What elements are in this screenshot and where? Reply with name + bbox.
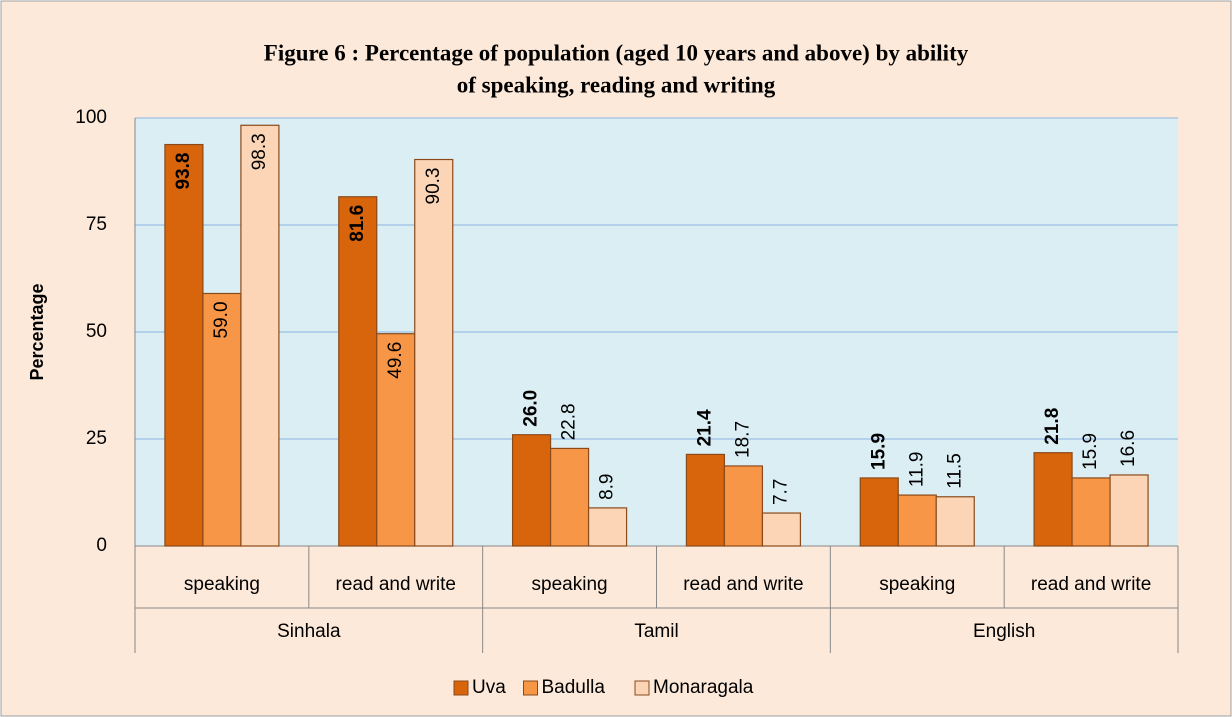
y-tick-label: 100	[75, 107, 107, 128]
group-label: English	[973, 621, 1035, 642]
bar	[935, 496, 975, 547]
data-label: 21.8	[1042, 408, 1063, 445]
bar	[511, 434, 552, 547]
data-label: 81.6	[347, 205, 368, 242]
bar	[414, 158, 454, 547]
bar	[859, 477, 899, 547]
x-tick-label: read and write	[683, 574, 803, 595]
data-label: 59.0	[211, 301, 232, 338]
group-label: Tamil	[634, 621, 678, 642]
data-label: 11.9	[906, 451, 927, 487]
y-axis-label: Percentage	[27, 283, 47, 380]
bar	[202, 292, 242, 547]
y-tick-label: 25	[86, 428, 107, 449]
data-label: 93.8	[173, 153, 194, 190]
bar	[240, 124, 280, 547]
y-tick-label: 0	[96, 535, 107, 556]
bar	[685, 453, 726, 547]
x-tick-label: speaking	[879, 574, 955, 595]
chart-title: of speaking, reading and writing	[457, 72, 776, 97]
data-label: 18.7	[732, 421, 753, 458]
bar	[1109, 474, 1149, 547]
x-tick-label: read and write	[1031, 574, 1151, 595]
data-label: 21.4	[694, 409, 715, 446]
legend-label: Monaragala	[653, 677, 754, 698]
legend-label: Badulla	[542, 677, 606, 698]
group-label: Sinhala	[277, 621, 341, 642]
y-tick-label: 50	[86, 321, 107, 342]
bar	[897, 494, 937, 547]
bar	[1033, 452, 1073, 547]
data-label: 90.3	[423, 168, 444, 205]
bar	[587, 507, 628, 547]
legend-label: Uva	[472, 677, 506, 698]
chart-title: Figure 6 : Percentage of population (age…	[264, 40, 969, 65]
bar	[164, 143, 204, 547]
bar	[723, 465, 764, 547]
legend-swatch	[453, 680, 469, 696]
legend-swatch	[634, 680, 650, 696]
x-tick-label: speaking	[184, 574, 260, 595]
data-label: 8.9	[597, 473, 618, 499]
data-label: 11.5	[944, 453, 965, 489]
bar	[761, 512, 802, 547]
bar	[1071, 477, 1111, 547]
bar	[338, 196, 378, 547]
data-label: 16.6	[1118, 430, 1139, 467]
data-label: 7.7	[770, 479, 791, 505]
data-label: 26.0	[521, 390, 542, 427]
y-tick-label: 75	[86, 214, 107, 235]
data-label: 15.9	[1080, 433, 1101, 470]
data-label: 49.6	[385, 342, 406, 379]
bar	[376, 333, 416, 547]
x-tick-label: read and write	[336, 574, 456, 595]
data-label: 22.8	[559, 403, 580, 440]
data-label: 98.3	[249, 133, 270, 170]
bar	[549, 447, 590, 547]
data-label: 15.9	[868, 433, 889, 470]
x-tick-label: speaking	[532, 574, 608, 595]
legend-swatch	[523, 680, 538, 696]
